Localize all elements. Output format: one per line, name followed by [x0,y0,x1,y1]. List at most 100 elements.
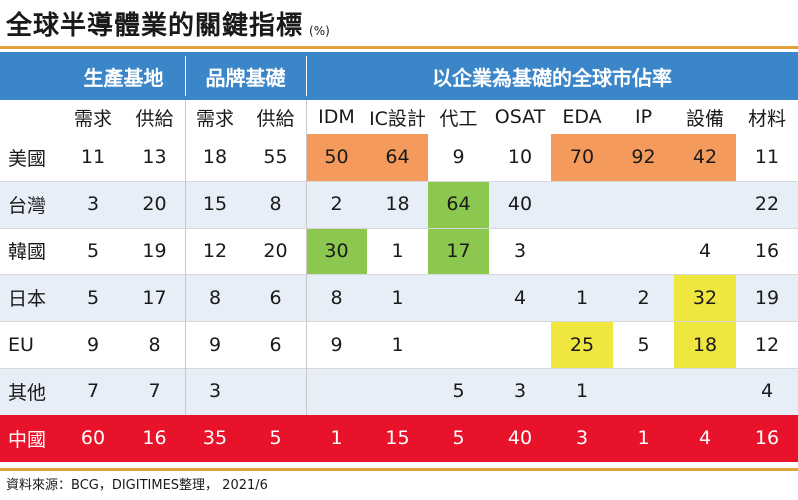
data-cell: 8 [148,333,161,356]
row-divider [0,368,798,369]
data-cell: 5 [86,239,100,262]
row-band [0,180,798,228]
data-cell: 40 [507,193,533,216]
source-note: 資料來源：BCG，DIGITIMES整理， 2021/6 [6,478,268,493]
chart-title-block: 全球半導體業的關鍵指標 (%) [6,2,330,42]
data-cell: 3 [513,239,527,262]
data-cell: 1 [637,427,650,450]
data-cell: 55 [263,146,288,169]
row-divider [0,274,798,276]
data-cell [489,321,551,368]
data-cell: 16 [142,427,167,450]
data-cell [613,228,674,275]
data-cell [551,181,613,228]
row-divider [0,321,798,323]
data-cell: 4 [698,427,712,450]
data-cell: 9 [208,333,222,356]
data-cell: 19 [142,239,167,262]
row-band [0,274,798,322]
data-cell: 8 [208,286,222,309]
highlighted-cell: 92 [613,134,674,181]
group-label-market-share: 以企業為基礎的全球市佔率 [432,65,672,90]
chart-title: 全球半導體業的關鍵指標 [6,11,304,41]
data-cell: 18 [385,193,410,216]
data-cell [306,368,367,415]
data-cell: 18 [202,146,228,169]
column-header: IC設計 [369,107,426,130]
data-cell: 13 [142,146,167,169]
data-cell: 12 [754,333,780,356]
row-label: 台灣 [8,194,47,217]
data-cell: 22 [754,193,780,216]
data-cell: 35 [202,427,228,450]
data-cell: 6 [269,286,282,309]
row-label: 日本 [8,288,47,311]
data-cell [428,274,489,321]
data-cell: 40 [507,427,533,450]
data-cell: 9 [86,333,100,356]
data-cell: 3 [208,380,222,403]
highlighted-cell: 70 [551,134,613,181]
highlighted-cell: 32 [674,274,736,322]
data-cell: 1 [391,239,404,262]
data-cell: 19 [754,286,780,309]
data-cell [674,181,736,228]
data-cell: 5 [452,380,465,403]
row-divider [0,227,798,229]
data-cell: 15 [202,193,228,216]
data-cell: 20 [263,239,288,262]
data-cell: 8 [330,286,343,309]
column-header: 材料 [747,107,786,130]
highlighted-cell: 64 [367,134,428,181]
column-header: OSAT [494,106,546,128]
data-cell: 3 [575,427,589,450]
data-cell: 5 [86,286,100,309]
column-header: 供給 [135,107,174,130]
row-label: 中國 [8,428,47,451]
data-cell: 9 [452,146,465,169]
data-cell: 2 [637,286,650,309]
highlighted-cell: 42 [674,134,736,181]
row-divider [0,180,798,182]
data-cell: 6 [269,333,282,356]
column-divider [306,100,307,415]
column-header: 代工 [439,107,478,130]
group-separator [306,56,307,96]
highlighted-cell: 18 [674,321,736,368]
row-label: 其他 [8,381,47,404]
data-cell: 12 [202,239,228,262]
data-cell: 16 [754,427,780,450]
data-cell: 8 [269,193,282,216]
top-rule [0,46,798,49]
data-cell: 11 [754,146,780,169]
column-header: 需求 [195,107,234,130]
column-divider [185,100,186,415]
data-cell [674,368,736,415]
data-cell [367,368,428,415]
highlighted-cell: 30 [306,227,367,275]
data-cell: 20 [142,193,167,216]
bottom-rule [0,468,798,471]
row-band [0,368,798,415]
highlighted-cell: 17 [428,227,489,275]
data-cell: 7 [148,380,161,403]
group-label-production: 生產基地 [83,65,164,90]
group-header-band [0,52,798,100]
column-header: 供給 [256,107,295,130]
data-cell: 9 [330,333,343,356]
group-label-brand: 品牌基礎 [205,65,286,90]
highlighted-cell: 64 [428,180,489,228]
data-cell: 4 [513,286,527,309]
data-cell: 1 [575,380,589,403]
row-label: EU [8,333,34,356]
data-cell [551,228,613,275]
data-cell: 60 [80,427,106,450]
row-label: 美國 [8,147,47,170]
group-separator [185,56,186,96]
data-cell: 3 [86,193,100,216]
data-cell: 1 [330,427,343,450]
data-cell [428,321,489,368]
data-cell: 4 [760,380,774,403]
unit-label: (%) [309,24,330,38]
data-cell: 5 [637,333,650,356]
